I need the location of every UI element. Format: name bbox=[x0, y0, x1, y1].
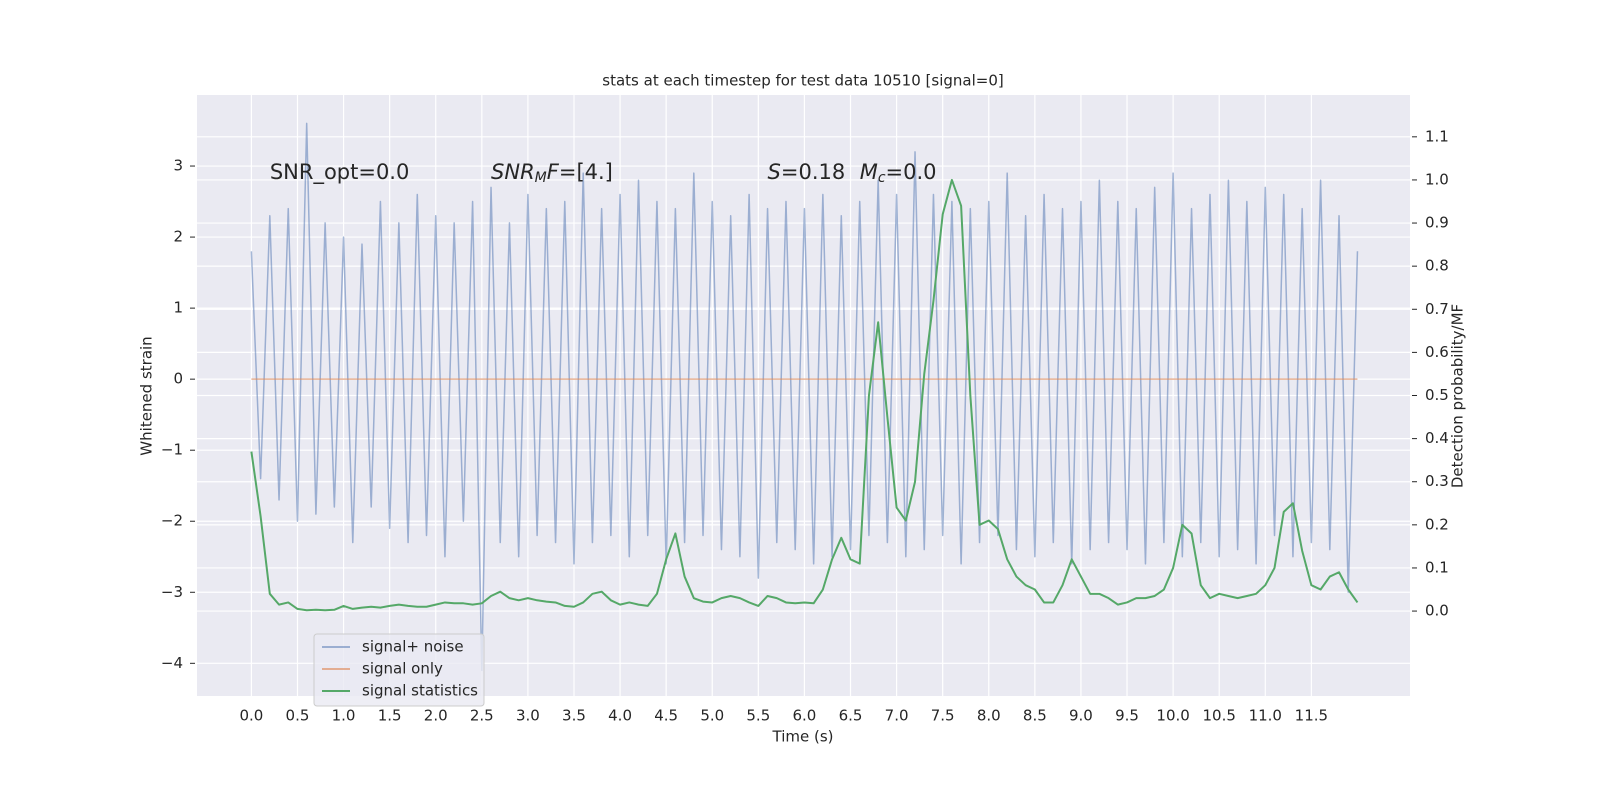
x-tick-label: 10.0 bbox=[1156, 707, 1189, 725]
annotation: Mc=0.0 bbox=[860, 160, 937, 186]
x-tick-label: 6.0 bbox=[792, 707, 816, 725]
legend-label: signal statistics bbox=[362, 682, 478, 700]
series-line bbox=[250, 178, 1359, 612]
x-tick-label: 6.5 bbox=[839, 707, 863, 725]
annotation: SNR_opt=0.0 bbox=[270, 160, 410, 185]
y2-tick-label: 0.3 bbox=[1425, 472, 1449, 490]
x-tick-label: 9.5 bbox=[1115, 707, 1139, 725]
y2-tick-label: 0.4 bbox=[1425, 429, 1449, 447]
y2-tick-label: 1.1 bbox=[1425, 127, 1449, 145]
x-tick-label: 11.5 bbox=[1295, 707, 1328, 725]
annotation-part: =0.0 bbox=[886, 160, 937, 184]
annotation-part: F bbox=[547, 160, 560, 184]
y-tick-label: −3 bbox=[161, 583, 183, 601]
y-tick-label: −1 bbox=[161, 441, 183, 459]
legend-label: signal+ noise bbox=[362, 638, 464, 656]
x-tick-label: 2.5 bbox=[470, 707, 494, 725]
y-tick-label: 1 bbox=[173, 299, 183, 317]
x-tick-label: 2.0 bbox=[424, 707, 448, 725]
annotation-part: SNR_opt=0.0 bbox=[270, 160, 410, 185]
y-axis-label: Whitened strain bbox=[138, 336, 156, 455]
y2-tick-label: 0.8 bbox=[1425, 257, 1449, 275]
y2-tick-label: 0.1 bbox=[1425, 558, 1449, 576]
y-tick-label: −2 bbox=[161, 512, 183, 530]
y2-tick-label: 0.5 bbox=[1425, 386, 1449, 404]
x-tick-label: 5.5 bbox=[746, 707, 770, 725]
y2-tick-label: 0.9 bbox=[1425, 214, 1449, 232]
x-tick-label: 11.0 bbox=[1249, 707, 1282, 725]
annotation: S=0.18 bbox=[768, 160, 846, 184]
annotation-part: M bbox=[860, 160, 878, 184]
x-tick-label: 0.0 bbox=[239, 707, 263, 725]
x-tick-label: 9.0 bbox=[1069, 707, 1093, 725]
x-tick-label: 10.5 bbox=[1202, 707, 1235, 725]
annotation-part: M bbox=[535, 170, 547, 186]
legend-box bbox=[313, 633, 485, 707]
y2-tick-label: 0.2 bbox=[1425, 515, 1449, 533]
x-tick-label: 5.0 bbox=[700, 707, 724, 725]
annotation-part: c bbox=[878, 170, 886, 186]
x-tick-label: 4.0 bbox=[608, 707, 632, 725]
y-tick-label: 0 bbox=[173, 370, 183, 388]
annotation-part: =[4.] bbox=[559, 160, 613, 184]
x-tick-label: 7.5 bbox=[931, 707, 955, 725]
x-tick-label: 1.5 bbox=[378, 707, 402, 725]
x-tick-label: 8.5 bbox=[1023, 707, 1047, 725]
x-tick-label: 1.0 bbox=[332, 707, 356, 725]
x-tick-label: 0.5 bbox=[286, 707, 310, 725]
legend: signal+ noise signal only signal statistic… bbox=[313, 633, 485, 707]
x-axis-label: Time (s) bbox=[772, 728, 834, 746]
legend-label: signal only bbox=[362, 660, 443, 678]
y2-tick-label: 0.0 bbox=[1425, 602, 1449, 620]
series-line bbox=[250, 122, 1359, 672]
x-tick-label: 3.5 bbox=[562, 707, 586, 725]
y2-axis-label: Detection probability/MF bbox=[1449, 304, 1467, 488]
x-tick-label: 8.0 bbox=[977, 707, 1001, 725]
y2-tick-label: 1.0 bbox=[1425, 170, 1449, 188]
y-tick-label: 2 bbox=[173, 228, 183, 246]
annotation-part: SNR bbox=[491, 160, 535, 184]
annotation: SNRMF=[4.] bbox=[491, 160, 613, 186]
y2-tick-label: 0.7 bbox=[1425, 300, 1449, 318]
annotation-part: =0.18 bbox=[781, 160, 845, 184]
annotation-part: S bbox=[768, 160, 781, 184]
x-tick-label: 4.5 bbox=[654, 707, 678, 725]
x-tick-label: 3.0 bbox=[516, 707, 540, 725]
x-tick-label: 7.0 bbox=[885, 707, 909, 725]
y-tick-label: −4 bbox=[161, 654, 183, 672]
chart-title: stats at each timestep for test data 105… bbox=[602, 72, 1003, 90]
y2-tick-label: 0.6 bbox=[1425, 343, 1449, 361]
y-tick-label: 3 bbox=[173, 157, 183, 175]
